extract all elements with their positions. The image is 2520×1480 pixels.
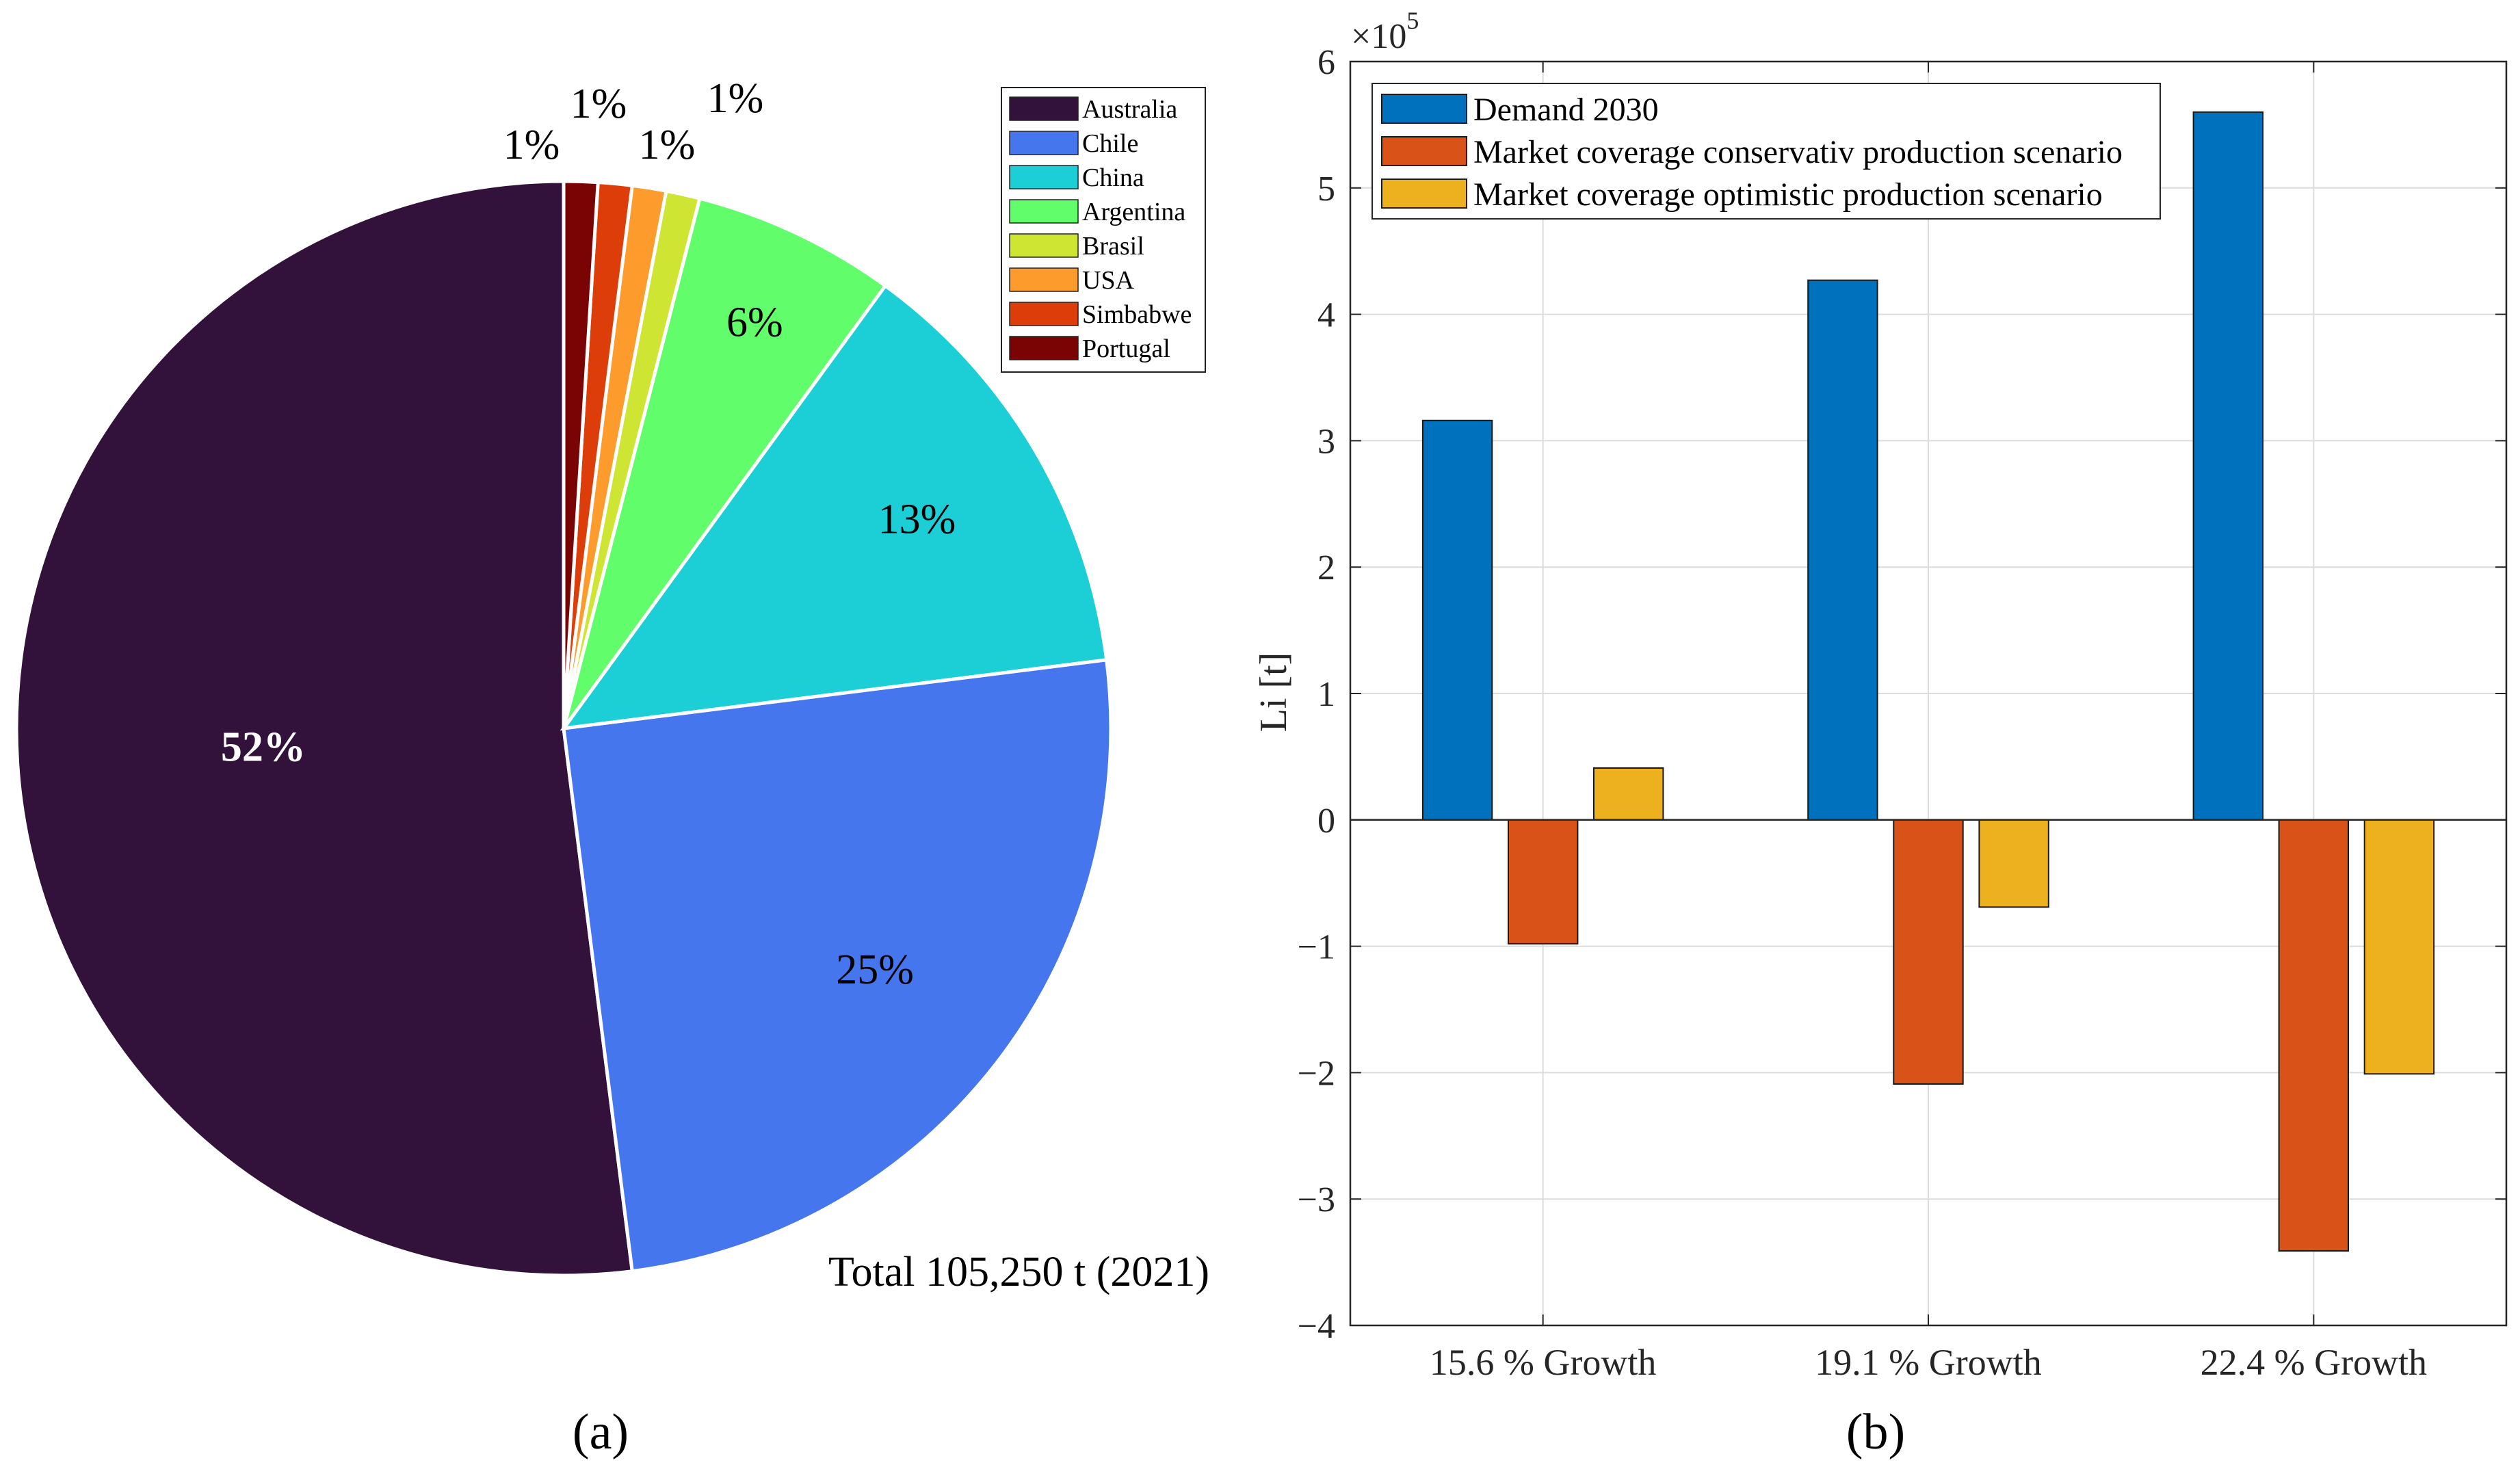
bar-legend-label-demand-2030: Demand 2030 [1473, 92, 1659, 128]
pie-total-annotation: Total 105,250 t (2021) [828, 1249, 1209, 1295]
bar-market-coverage-conservativ-production-scenario-19-1-growth [1893, 819, 1964, 1085]
pie-slice-argentina [562, 196, 888, 730]
pie-label-chile: 25% [836, 947, 914, 993]
panel-b-label: (b) [1846, 1404, 1905, 1460]
pie-slices [14, 179, 1113, 1278]
x-tick-label-15-6-growth: 15.6 % Growth [1430, 1342, 1656, 1383]
y-tick-label: 4 [1317, 296, 1335, 335]
bar-legend: Demand 2030 Market coverage conservativ p… [1371, 83, 2161, 220]
pie-chart-panel: 52%25%13%6%1%1%1%1% Total 105,250 t (202… [14, 75, 1209, 1295]
pie-legend-label-brasil: Brasil [1082, 232, 1144, 261]
bar-market-coverage-optimistic-production-scenario-22-4-growth [2363, 819, 2435, 1075]
y-tick-label: 3 [1317, 422, 1335, 461]
bar-demand-2030-22-4-growth [2192, 111, 2264, 821]
bar-chart-bars [1421, 111, 2435, 1252]
pie-legend-swatch-argentina [1009, 199, 1079, 224]
pie-legend-label-usa: USA [1082, 266, 1135, 295]
bar-market-coverage-optimistic-production-scenario-15-6-growth [1593, 767, 1664, 821]
pie-legend-swatch-chile [1009, 131, 1079, 155]
pie-legend-label-australia: Australia [1082, 95, 1177, 124]
pie-legend-swatch-portugal [1009, 336, 1079, 360]
pie-label-argentina: 6% [726, 299, 783, 345]
bar-market-coverage-conservativ-production-scenario-22-4-growth [2278, 819, 2350, 1252]
y-axis-label: Li [t] [1252, 652, 1295, 732]
bar-legend-label-market-coverage-optimistic-production-scenario: Market coverage optimistic production sc… [1473, 176, 2103, 213]
pie-legend-swatch-usa [1009, 267, 1079, 292]
pie-slice-labels: 52%25%13%6%1%1%1%1% [221, 75, 956, 993]
pie-label-china: 13% [878, 497, 956, 543]
pie-slice-china [560, 283, 1109, 731]
y-tick-label: −2 [1298, 1054, 1335, 1093]
y-tick-label: 5 [1317, 170, 1335, 209]
bar-demand-2030-15-6-growth [1421, 419, 1493, 821]
bar-legend-box [1371, 83, 2161, 220]
x-tick-label-22-4-growth: 22.4 % Growth [2201, 1342, 2427, 1383]
y-tick-label: 1 [1317, 675, 1335, 714]
y-scale-factor-base: ×10 [1351, 17, 1406, 56]
bar-chart-ticks: −4 −3 −2 −1 0 1 2 3 4 5 6 15.6 % Growth 19.1 % Growt… [1298, 43, 2506, 1383]
y-tick-label: 0 [1317, 802, 1335, 841]
pie-legend-swatch-simbabwe [1009, 302, 1079, 326]
pie-legend-label-argentina: Argentina [1082, 198, 1185, 226]
pie-legend-label-chile: Chile [1082, 129, 1138, 158]
pie-legend-label-portugal: Portugal [1082, 334, 1170, 363]
y-scale-factor-exponent: 5 [1406, 7, 1419, 34]
pie-legend-label-simbabwe: Simbabwe [1082, 300, 1192, 329]
pie-slice-australia [14, 179, 635, 1278]
y-scale-factor: ×105 [1351, 7, 1419, 56]
y-tick-label: 6 [1317, 43, 1335, 82]
panel-a-label: (a) [573, 1404, 629, 1460]
pie-label-portugal: 1% [503, 122, 560, 168]
pie-legend: Australia Chile China Argentina Brasil USA Sim… [1001, 87, 1206, 373]
pie-label-simbabwe: 1% [570, 81, 627, 127]
x-tick-label-19-1-growth: 19.1 % Growth [1815, 1342, 2041, 1383]
bar-legend-swatch-market-coverage-conservativ-production-scenario [1381, 136, 1467, 166]
bar-legend-swatch-market-coverage-optimistic-production-scenario [1381, 179, 1467, 209]
bar-chart-panel: −4 −3 −2 −1 0 1 2 3 4 5 6 15.6 % Growth 19.1 % Growt… [1252, 7, 2508, 1383]
y-tick-label: −3 [1298, 1180, 1335, 1219]
pie-label-usa: 1% [639, 122, 696, 168]
pie-legend-label-china: China [1082, 163, 1144, 192]
y-tick-label: −1 [1298, 928, 1335, 967]
y-tick-label: −4 [1298, 1307, 1335, 1346]
pie-slice-chile [562, 657, 1113, 1273]
y-tick-label: 2 [1317, 549, 1335, 587]
pie-label-brasil: 1% [707, 75, 764, 122]
bar-legend-swatch-demand-2030 [1381, 94, 1467, 124]
bar-demand-2030-19-1-growth [1807, 279, 1878, 821]
pie-legend-swatch-australia [1009, 96, 1079, 121]
bar-legend-label-market-coverage-conservativ-production-scenario: Market coverage conservativ production s… [1473, 134, 2123, 170]
pie-legend-swatch-brasil [1009, 233, 1079, 258]
bar-market-coverage-conservativ-production-scenario-15-6-growth [1508, 819, 1579, 944]
pie-legend-swatch-china [1009, 165, 1079, 189]
bar-market-coverage-optimistic-production-scenario-19-1-growth [1978, 819, 2049, 908]
pie-label-australia: 52% [221, 724, 306, 771]
pie-slice-portugal [562, 179, 600, 729]
